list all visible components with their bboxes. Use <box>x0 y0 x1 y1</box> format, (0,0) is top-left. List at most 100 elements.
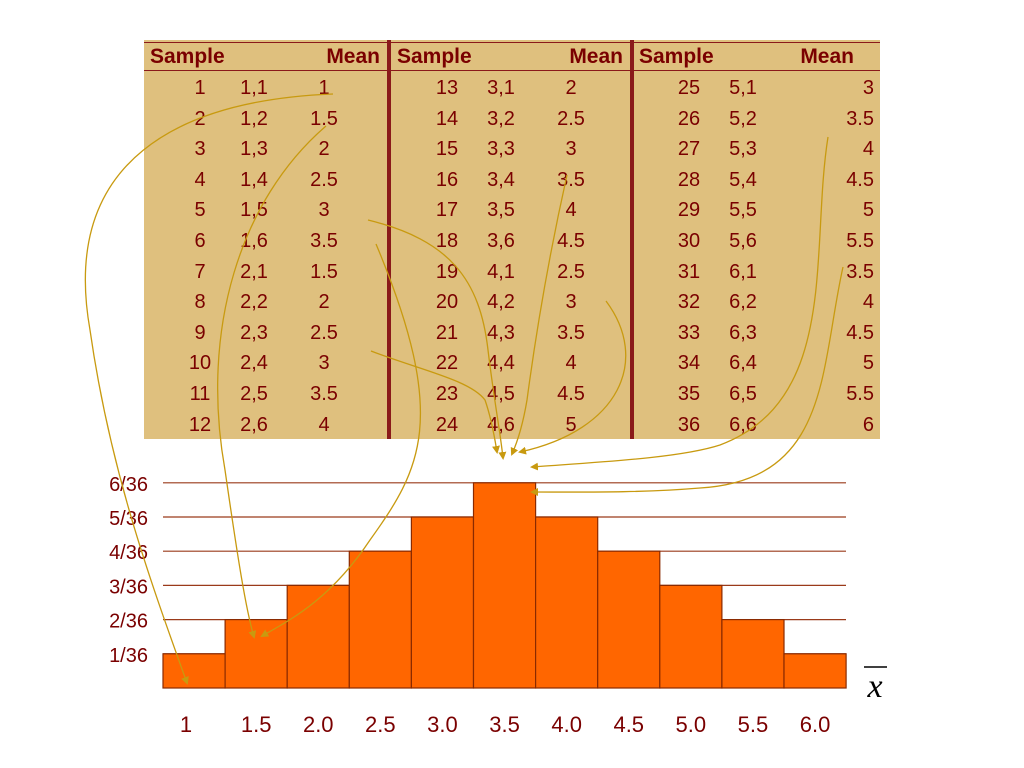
cell-sample: 25 <box>677 77 701 99</box>
cell-sample: 5 <box>194 199 206 222</box>
header-mean: Mean <box>569 45 623 68</box>
cell-outcome: 2,2 <box>240 291 268 314</box>
cell-sample: 3 <box>194 138 206 161</box>
cell-sample: 36 <box>677 413 701 436</box>
cell-outcome: 6,5 <box>729 383 757 405</box>
cell-sample: 26 <box>677 107 701 130</box>
cell-outcome: 6,3 <box>729 321 757 344</box>
table-divider <box>632 40 634 439</box>
cell-mean: 2 <box>565 77 577 99</box>
cell-sample: 27 <box>677 138 701 161</box>
cell-sample: 21 <box>435 321 459 344</box>
cell-mean: 2.5 <box>557 260 585 283</box>
table-panel: Sample Mean 13 3,1 2 14 3,2 2.5 15 3,3 3 16 3,4 3.5 17… <box>391 40 631 439</box>
histogram-bar <box>162 653 226 689</box>
table-divider <box>630 40 632 439</box>
cell-sample: 35 <box>677 383 701 405</box>
cell-outcome: 1,3 <box>240 138 268 161</box>
cell-mean: 3.5 <box>310 383 338 405</box>
cell-outcome: 1,1 <box>240 77 268 99</box>
cell-outcome: 3,5 <box>487 199 515 222</box>
cell-sample: 4 <box>194 168 206 191</box>
cell-mean: 5 <box>862 199 874 222</box>
cell-outcome: 6,4 <box>729 352 757 375</box>
cell-mean: 4.5 <box>846 168 874 191</box>
cell-mean: 5.5 <box>846 230 874 252</box>
cell-mean: 1 <box>318 77 330 99</box>
cell-sample: 30 <box>677 230 701 252</box>
mean-to-bar-arrow <box>367 219 507 460</box>
histogram-bar <box>534 516 599 689</box>
y-tick-label: 6/36 <box>109 474 148 496</box>
cell-outcome: 3,4 <box>487 168 515 191</box>
mean-to-bar-arrow <box>510 174 568 456</box>
cell-outcome: 3,1 <box>487 77 515 99</box>
cell-mean: 3.5 <box>557 168 585 191</box>
cell-outcome: 2,1 <box>240 260 268 283</box>
cell-sample: 10 <box>188 352 212 375</box>
cell-outcome: 5,4 <box>729 168 757 191</box>
cell-mean: 2 <box>318 291 330 314</box>
cell-sample: 12 <box>188 413 212 436</box>
mean-to-bar-arrow <box>530 266 844 497</box>
cell-sample: 16 <box>435 168 459 191</box>
table-panel: Sample Mean 25 5,1 3 26 5,2 3.5 27 5,3 4 28 5,4 4.5 29… <box>633 40 880 439</box>
cell-sample: 14 <box>435 107 459 130</box>
cell-outcome: 1,5 <box>240 199 268 222</box>
cell-mean: 3.5 <box>310 230 338 252</box>
x-tick-label: 5.5 <box>738 712 769 737</box>
cell-sample: 17 <box>435 199 459 222</box>
table-header: Sample Mean <box>633 42 880 71</box>
table-divider <box>387 40 389 439</box>
cell-mean: 2.5 <box>310 321 338 344</box>
cell-mean: 5 <box>862 352 874 375</box>
cell-sample: 1 <box>194 77 206 99</box>
cell-mean: 3 <box>565 291 577 314</box>
cell-sample: 33 <box>677 321 701 344</box>
cell-sample: 32 <box>677 291 701 314</box>
cell-mean: 4.5 <box>846 321 874 344</box>
arrows-layer <box>84 93 844 685</box>
mean-to-bar-arrow <box>84 93 334 685</box>
cell-outcome: 2,5 <box>240 383 268 405</box>
mean-to-bar-arrow <box>530 136 829 471</box>
header-sample: Sample <box>639 45 714 68</box>
cell-outcome: 5,5 <box>729 199 757 222</box>
cell-outcome: 4,2 <box>487 291 515 314</box>
x-axis-label: x <box>864 666 887 705</box>
y-tick-label: 4/36 <box>109 542 148 564</box>
cell-mean: 3.5 <box>846 260 874 283</box>
x-tick-label: 3.0 <box>427 712 458 737</box>
histogram-bar <box>721 618 785 689</box>
cell-sample: 11 <box>189 383 211 405</box>
cell-mean: 4 <box>862 291 874 314</box>
histogram-bar <box>348 550 412 689</box>
cell-outcome: 2,6 <box>240 413 268 436</box>
cell-mean: 1.5 <box>310 107 338 130</box>
bars-layer <box>162 482 847 689</box>
cell-outcome: 5,2 <box>729 107 757 130</box>
header-mean: Mean <box>326 45 380 68</box>
cell-outcome: 3,3 <box>487 138 515 161</box>
cell-mean: 3.5 <box>557 321 585 344</box>
histogram-bar <box>659 584 723 689</box>
mean-to-bar-arrow <box>216 125 327 639</box>
cell-outcome: 6,2 <box>729 291 757 314</box>
cell-outcome: 1,2 <box>240 107 268 130</box>
x-tick-label: 4.5 <box>613 712 644 737</box>
cell-sample: 28 <box>677 168 701 191</box>
cell-outcome: 4,3 <box>487 321 515 344</box>
cell-mean: 1.5 <box>310 260 338 283</box>
cell-outcome: 3,6 <box>487 230 515 252</box>
cell-sample: 6 <box>194 230 206 252</box>
mean-to-bar-arrow <box>518 300 627 455</box>
cell-mean: 4 <box>565 352 577 375</box>
cell-mean: 4.5 <box>557 230 585 252</box>
histogram-bar <box>286 584 350 689</box>
header-mean: Mean <box>800 45 854 68</box>
cell-mean: 2.5 <box>310 168 338 191</box>
x-tick-label: 2.5 <box>365 712 396 737</box>
x-axis-label-text: x <box>866 668 882 705</box>
y-tick-label: 1/36 <box>109 645 148 667</box>
